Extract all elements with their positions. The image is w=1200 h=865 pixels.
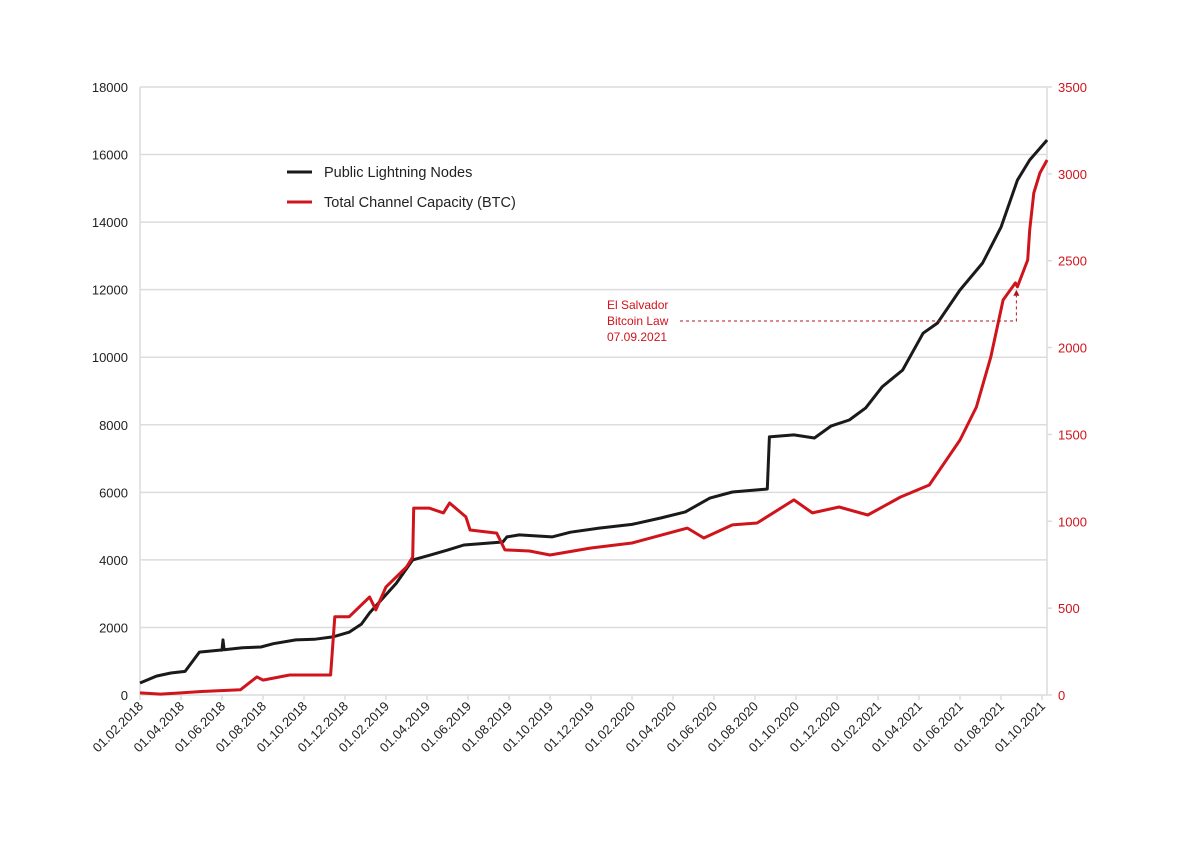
right-tick-label: 2000: [1058, 341, 1087, 356]
annotation-arrow-icon: [1013, 289, 1020, 296]
series-line-nodes: [139, 139, 1049, 685]
legend-label-nodes: Public Lightning Nodes: [324, 165, 472, 181]
annotation: El Salvador Bitcoin Law 07.09.2021: [607, 289, 1020, 344]
left-tick-label: 6000: [99, 485, 128, 500]
left-tick-label: 18000: [92, 80, 128, 95]
right-tick-label: 1500: [1058, 427, 1087, 442]
left-tick-label: 14000: [92, 215, 128, 230]
series-line-capacity: [139, 159, 1049, 696]
legend-label-capacity: Total Channel Capacity (BTC): [324, 195, 516, 211]
series-lines: [139, 139, 1049, 696]
annotation-line-2: Bitcoin Law: [607, 314, 669, 328]
x-axis: 01.02.201801.04.201801.06.201801.08.2018…: [89, 695, 1048, 755]
right-tick-label: 0: [1058, 688, 1065, 703]
left-tick-label: 2000: [99, 620, 128, 635]
right-tick-label: 1000: [1058, 514, 1087, 529]
annotation-line-1: El Salvador: [607, 298, 668, 312]
right-axis: 0 500 1000 1500 2000 2500 3000 3500: [1047, 80, 1087, 703]
right-tick-label: 3000: [1058, 167, 1087, 182]
right-tick-label: 3500: [1058, 80, 1087, 95]
left-tick-label: 8000: [99, 418, 128, 433]
legend: Public Lightning Nodes Total Channel Cap…: [287, 165, 516, 211]
left-axis: 0 2000 4000 6000 8000 10000 12000 14000 16000 180…: [92, 80, 128, 703]
right-tick-label: 2500: [1058, 254, 1087, 269]
grid-lines: [139, 86, 1048, 696]
left-tick-label: 0: [121, 688, 128, 703]
right-tick-label: 500: [1058, 601, 1080, 616]
annotation-line-3: 07.09.2021: [607, 330, 667, 344]
annotation-leader-line: [680, 295, 1017, 322]
left-tick-label: 4000: [99, 553, 128, 568]
left-tick-label: 10000: [92, 350, 128, 365]
left-tick-label: 12000: [92, 283, 128, 298]
left-tick-label: 16000: [92, 148, 128, 163]
